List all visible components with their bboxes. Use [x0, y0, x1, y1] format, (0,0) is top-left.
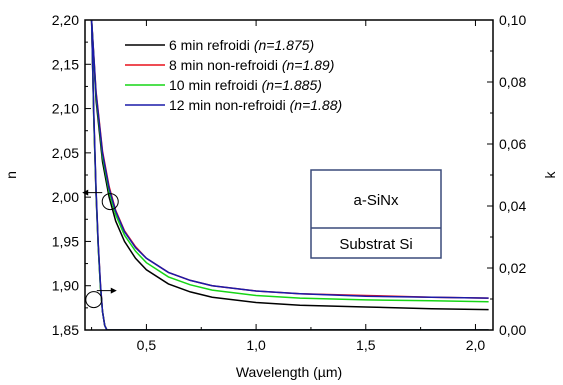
- annotations-layer: [82, 189, 119, 309]
- y-left-tick-label: 2,20: [52, 12, 79, 28]
- curves-layer: [90, 20, 489, 330]
- y-right-tick-label: 0,00: [499, 322, 526, 338]
- x-tick-label: 1,5: [356, 337, 376, 353]
- legend-n-value: (n=1.885): [262, 77, 322, 93]
- y-left-tick-label: 2,00: [52, 189, 79, 205]
- series-n-line-6-min-refroidi: [90, 20, 489, 311]
- y-left-tick-label: 2,15: [52, 56, 79, 72]
- k-curve-marker-arrowhead: [110, 287, 117, 294]
- ticks-layer: 0,5 1,0 1,5 2,0 1,85 1,90 1,95 2,00 2,05 2,10 2,15…: [52, 12, 527, 353]
- legend-label: 12 min non-refroidi (n=1.88): [169, 97, 342, 113]
- inset-box: [310, 169, 442, 259]
- legend-n-value: (n=1.875): [254, 37, 314, 53]
- y-right-tick-label: 0,04: [499, 198, 526, 214]
- n-curve-marker-circle: [101, 193, 119, 211]
- y-left-tick-label: 2,05: [52, 145, 79, 161]
- legend-series-name: 12 min non-refroidi: [169, 97, 290, 113]
- series-k-line-12-min-non-refroidi: [90, 20, 489, 330]
- legend-n-value: (n=1.89): [282, 57, 335, 73]
- n-curve-marker-arrowhead: [82, 189, 89, 196]
- y-left-tick-label: 1,85: [52, 322, 79, 338]
- y-right-tick-label: 0,10: [499, 12, 526, 28]
- y-right-tick-label: 0,08: [499, 74, 526, 90]
- y-left-tick-label: 1,90: [52, 278, 79, 294]
- x-tick-label: 2,0: [466, 337, 486, 353]
- legend: 6 min refroidi (n=1.875) 8 min non-refroi…: [125, 37, 342, 113]
- y-left-tick-label: 2,10: [52, 101, 79, 117]
- y-left-axis-title: n: [3, 171, 19, 179]
- x-tick-label: 1,0: [246, 337, 266, 353]
- legend-series-name: 10 min refroidi: [169, 77, 262, 93]
- y-right-axis-title: k: [542, 171, 558, 179]
- inset-layer-bottom: Substrat Si: [339, 236, 412, 253]
- k-curve-marker-circle: [85, 291, 103, 309]
- legend-label: 8 min non-refroidi (n=1.89): [169, 57, 334, 73]
- legend-n-value: (n=1.88): [290, 97, 343, 113]
- legend-series-name: 6 min refroidi: [169, 37, 254, 53]
- legend-series-name: 8 min non-refroidi: [169, 57, 282, 73]
- layer-inset: a-SiNx Substrat Si: [310, 169, 442, 259]
- x-axis-title: Wavelength (µm): [236, 364, 342, 380]
- x-tick-label: 0,5: [137, 337, 157, 353]
- inset-layer-top: a-SiNx: [353, 192, 399, 209]
- y-left-tick-label: 1,95: [52, 233, 79, 249]
- series-n-line-12-min-non-refroidi: [90, 20, 489, 299]
- y-right-tick-label: 0,02: [499, 260, 526, 276]
- legend-label: 10 min refroidi (n=1.885): [169, 77, 322, 93]
- y-right-tick-label: 0,06: [499, 136, 526, 152]
- legend-label: 6 min refroidi (n=1.875): [169, 37, 314, 53]
